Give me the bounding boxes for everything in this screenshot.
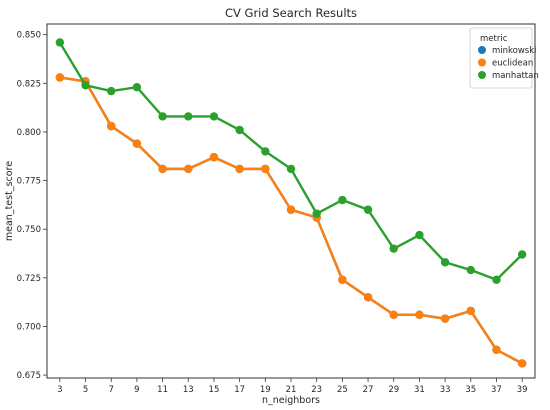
y-tick-label: 0.850	[17, 31, 41, 41]
legend-label-euclidean: euclidean	[492, 59, 533, 69]
x-tick-label: 3	[57, 385, 62, 395]
y-axis-label: mean_test_score	[4, 161, 15, 241]
x-tick-label: 23	[311, 385, 322, 395]
data-point-manhattan	[55, 38, 65, 47]
x-tick-label: 37	[491, 385, 502, 395]
data-point-manhattan	[209, 112, 219, 121]
y-axis: 0.675 0.700 0.725 0.750 0.775 0.800 0.825 0.850	[17, 31, 47, 381]
data-point-manhattan	[235, 125, 244, 135]
data-point-euclidean	[440, 314, 450, 323]
data-point-euclidean	[466, 306, 475, 316]
data-point-manhattan	[466, 265, 475, 275]
data-point-manhattan	[338, 195, 347, 205]
data-point-manhattan	[261, 147, 270, 156]
data-point-euclidean	[235, 164, 244, 174]
data-point-euclidean	[286, 205, 296, 214]
x-tick-label: 17	[234, 385, 245, 395]
data-point-euclidean	[55, 73, 65, 82]
x-tick-label: 19	[260, 385, 271, 395]
series-layer	[55, 38, 527, 368]
series-line-manhattan	[58, 41, 524, 281]
data-point-euclidean	[389, 310, 398, 319]
legend-marker-manhattan	[478, 71, 486, 79]
x-tick-label: 15	[209, 385, 220, 395]
y-tick-label: 0.750	[17, 225, 41, 235]
data-point-euclidean	[107, 121, 116, 131]
x-tick-label: 5	[83, 385, 88, 395]
legend-title: metric	[480, 34, 508, 44]
x-tick-label: 27	[363, 385, 374, 395]
data-point-manhattan	[389, 244, 398, 253]
data-point-euclidean	[492, 345, 501, 354]
legend-items: minkowski euclidean manhattan	[478, 46, 539, 81]
legend-label-manhattan: manhattan	[492, 71, 539, 81]
x-tick-label: 11	[157, 385, 168, 395]
series-euclidean	[55, 73, 527, 368]
legend: metric minkowski euclidean manhattan	[469, 27, 539, 89]
x-tick-label: 7	[108, 385, 113, 395]
x-axis-label: n_neighbors	[262, 395, 320, 406]
x-tick-label: 35	[465, 385, 476, 395]
data-point-euclidean	[261, 164, 270, 174]
chart-title: CV Grid Search Results	[225, 6, 357, 20]
series-minkowski	[55, 73, 527, 368]
series-line-euclidean	[59, 76, 523, 365]
y-tick-label: 0.825	[17, 79, 41, 89]
x-tick-label: 13	[183, 385, 194, 395]
y-tick-label: 0.725	[17, 274, 41, 284]
x-tick-label: 25	[337, 385, 348, 395]
data-point-euclidean	[132, 139, 142, 148]
data-point-manhattan	[286, 164, 296, 174]
x-axis: 3 5 7 9 11 13 15 17 19 21 23 25 27 29 31 33 35 37 39	[57, 378, 528, 395]
series-line-minkowski	[59, 76, 523, 365]
x-tick-label: 9	[134, 385, 139, 395]
data-point-manhattan	[158, 112, 167, 121]
data-point-manhattan	[363, 205, 373, 214]
data-point-manhattan	[492, 275, 501, 284]
legend-marker-euclidean	[478, 58, 486, 67]
y-tick-label: 0.800	[17, 128, 41, 138]
series-manhattan	[55, 38, 527, 284]
data-point-manhattan	[132, 83, 142, 92]
y-tick-label: 0.700	[17, 322, 41, 332]
legend-label-minkowski: minkowski	[492, 46, 537, 56]
plot-area	[46, 23, 536, 379]
y-tick-label: 0.675	[17, 371, 41, 381]
data-point-manhattan	[107, 86, 116, 96]
data-point-euclidean	[338, 275, 347, 284]
data-point-manhattan	[517, 250, 527, 259]
data-point-manhattan	[312, 209, 321, 218]
data-point-euclidean	[415, 310, 424, 319]
legend-marker-minkowski	[478, 46, 486, 54]
data-point-manhattan	[415, 230, 424, 240]
y-tick-label: 0.775	[17, 177, 41, 187]
legend-box	[469, 27, 533, 89]
data-point-manhattan	[81, 81, 90, 90]
data-point-manhattan	[184, 112, 193, 121]
x-tick-label: 39	[517, 385, 528, 395]
data-point-euclidean	[517, 359, 527, 368]
data-point-euclidean	[158, 164, 167, 174]
data-point-euclidean	[209, 153, 219, 162]
x-tick-label: 21	[286, 385, 297, 395]
x-tick-label: 31	[414, 385, 425, 395]
data-point-euclidean	[363, 293, 373, 302]
x-tick-label: 33	[440, 385, 451, 395]
data-point-manhattan	[440, 258, 450, 267]
x-tick-label: 29	[388, 385, 399, 395]
data-point-euclidean	[184, 164, 193, 174]
